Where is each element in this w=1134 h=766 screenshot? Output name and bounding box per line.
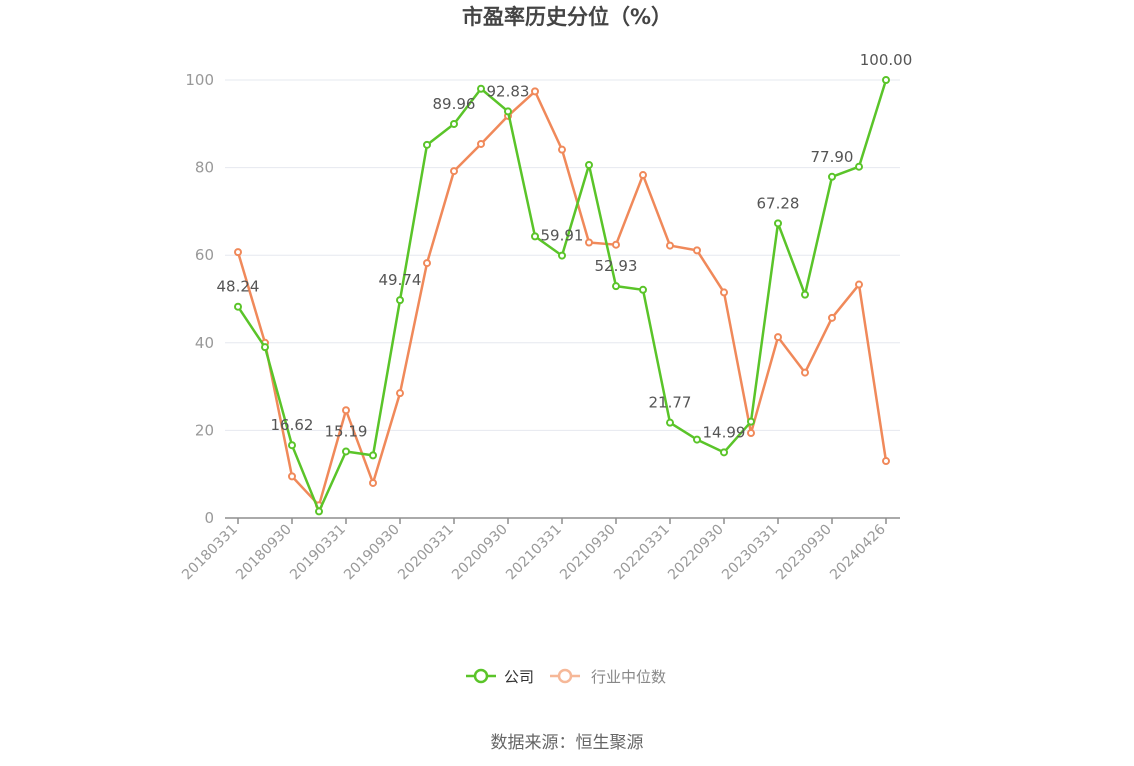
data-point — [558, 145, 566, 154]
data-label: 48.24 — [217, 278, 260, 296]
y-tick-label: 40 — [195, 334, 214, 352]
data-point — [693, 435, 701, 444]
data-point — [369, 478, 377, 487]
series-lines — [234, 76, 890, 516]
data-point — [774, 219, 782, 228]
data-point — [666, 241, 674, 250]
data-point — [612, 282, 620, 291]
data-point — [450, 167, 458, 176]
x-axis: 2018033120180930201903312019093020200331… — [179, 517, 900, 584]
data-label: 49.74 — [379, 271, 422, 289]
data-point — [801, 290, 809, 299]
x-tick-label: 20190930 — [341, 522, 403, 584]
data-point — [288, 441, 296, 450]
data-point — [531, 232, 539, 241]
legend-swatch-marker — [557, 668, 573, 684]
x-tick-label: 20200930 — [449, 522, 511, 584]
x-tick-label: 20210331 — [503, 522, 565, 584]
data-label: 52.93 — [595, 257, 638, 275]
data-point — [639, 285, 647, 294]
x-tick-label: 20190331 — [287, 522, 349, 584]
data-point — [558, 251, 566, 260]
data-labels: 48.24 16.62 15.19 49.74 89.96 92.83 59.91 52.93… — [217, 51, 913, 441]
data-point — [585, 160, 593, 169]
x-tick-label: 20210930 — [557, 522, 619, 584]
data-point — [504, 107, 512, 116]
data-point — [477, 84, 485, 93]
x-tick-label: 20220930 — [665, 522, 727, 584]
data-point — [801, 368, 809, 377]
x-tick-label: 20240426 — [827, 521, 889, 583]
data-point — [234, 248, 242, 257]
source-note: 数据来源：恒生聚源 — [491, 733, 644, 753]
data-point — [477, 139, 485, 148]
data-point — [747, 429, 755, 438]
data-point — [855, 162, 863, 171]
data-point — [288, 472, 296, 481]
data-point — [234, 302, 242, 311]
data-point — [720, 448, 728, 457]
data-point — [261, 343, 269, 352]
data-point — [450, 119, 458, 128]
data-point — [639, 171, 647, 180]
data-point — [315, 507, 323, 516]
data-label: 14.99 — [703, 423, 746, 441]
data-label: 92.83 — [487, 82, 530, 100]
data-point — [882, 76, 890, 84]
legend-label: 行业中位数 — [591, 668, 666, 686]
data-point — [369, 451, 377, 460]
data-label: 16.62 — [271, 416, 314, 434]
data-point — [774, 333, 782, 342]
data-point — [882, 457, 890, 466]
chart-title: 市盈率历史分位（%） — [462, 5, 672, 29]
data-point — [828, 313, 836, 322]
y-tick-label: 0 — [204, 509, 214, 527]
data-label: 100.00 — [860, 51, 913, 69]
data-label: 21.77 — [649, 394, 692, 412]
y-axis-ticks: 0 20 40 60 80 100 — [185, 71, 214, 527]
x-tick-label: 20180930 — [233, 522, 295, 584]
data-label: 15.19 — [325, 422, 368, 440]
data-label: 59.91 — [541, 227, 584, 245]
data-point — [855, 280, 863, 289]
data-point — [342, 406, 350, 415]
x-tick-label: 20180331 — [179, 522, 241, 584]
data-point — [747, 417, 755, 426]
data-point — [531, 87, 539, 96]
data-point — [396, 296, 404, 305]
y-tick-label: 60 — [195, 246, 214, 264]
legend: 公司 行业中位数 — [466, 668, 666, 686]
data-label: 77.90 — [811, 148, 854, 166]
x-tick-label: 20230930 — [773, 522, 835, 584]
x-tick-label: 20230331 — [719, 522, 781, 584]
data-label: 89.96 — [433, 95, 476, 113]
data-point — [828, 172, 836, 181]
legend-label: 公司 — [504, 668, 534, 686]
data-point — [585, 238, 593, 247]
data-point — [666, 418, 674, 427]
legend-swatch-marker — [473, 668, 489, 684]
y-tick-label: 100 — [185, 71, 214, 89]
data-label: 67.28 — [757, 194, 800, 212]
data-point — [396, 389, 404, 398]
data-point — [423, 259, 431, 268]
y-tick-label: 80 — [195, 159, 214, 177]
data-point — [612, 240, 620, 249]
data-point — [693, 246, 701, 255]
x-tick-label: 20200331 — [395, 522, 457, 584]
x-tick-label: 20220331 — [611, 522, 673, 584]
data-point — [342, 447, 350, 456]
data-point — [423, 140, 431, 149]
y-tick-label: 20 — [195, 421, 214, 439]
data-point — [720, 288, 728, 297]
